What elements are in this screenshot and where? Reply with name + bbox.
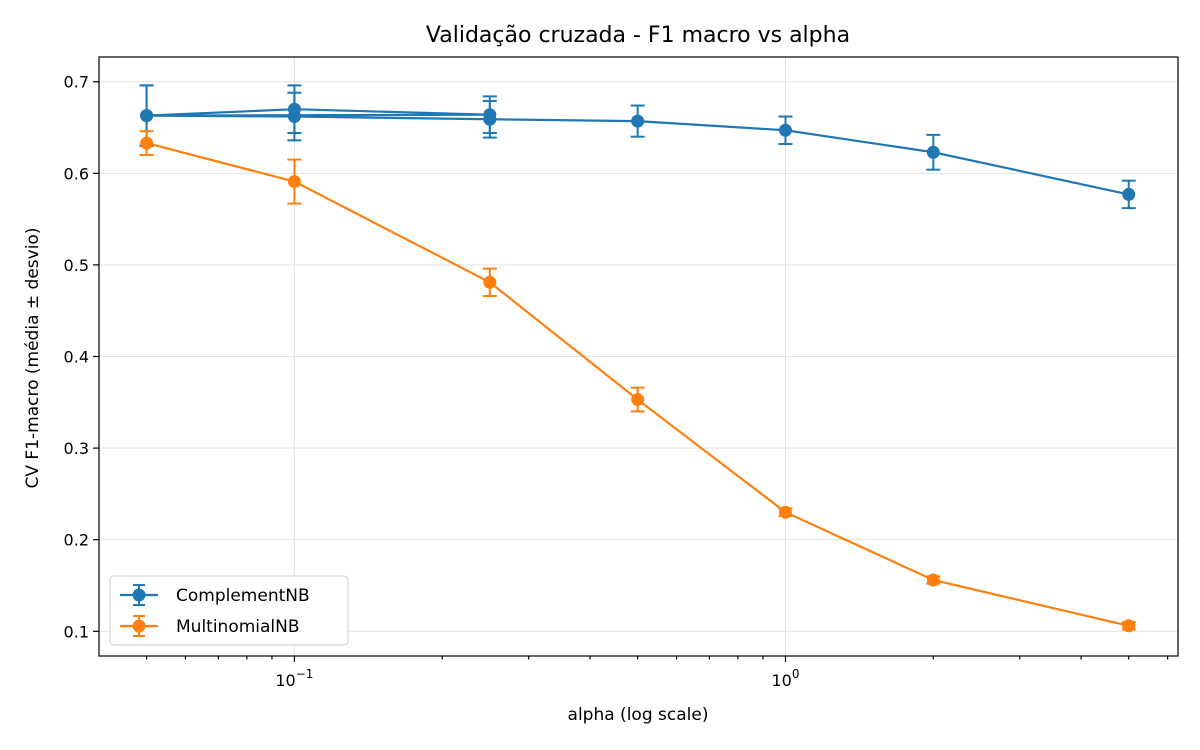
y-tick-label: 0.6 <box>64 164 89 183</box>
series-line <box>146 142 1129 627</box>
data-point <box>926 145 940 159</box>
data-point <box>483 275 497 289</box>
data-point <box>287 175 301 189</box>
data-point <box>1122 187 1136 201</box>
y-tick-label: 0.7 <box>64 73 89 92</box>
y-tick-label: 0.3 <box>64 439 89 458</box>
data-point <box>631 393 645 407</box>
y-axis-label: CV F1-macro (média ± desvio) <box>23 228 43 489</box>
x-tick-label: 100 <box>771 667 799 690</box>
axis-layer: 0.1 0.2 0.3 0.4 0.5 0.6 0.7 10−1 100 <box>64 73 1169 690</box>
data-point <box>140 109 154 123</box>
series-layer <box>139 84 1136 633</box>
chart-title: Validação cruzada - F1 macro vs alpha <box>426 23 850 48</box>
data-point <box>140 136 154 150</box>
legend: ComplementNB MultinomialNB <box>109 575 349 646</box>
grid-layer <box>99 57 1178 656</box>
series-line <box>146 108 1129 196</box>
legend-frame <box>109 575 349 646</box>
legend-item: ComplementNB <box>120 584 310 606</box>
data-point <box>1122 619 1136 633</box>
legend-label: ComplementNB <box>176 586 310 606</box>
data-point <box>778 123 792 137</box>
y-tick-label: 0.2 <box>64 531 89 550</box>
y-tick-label: 0.5 <box>64 256 89 275</box>
x-tick-label: 10−1 <box>275 667 313 690</box>
data-point <box>926 573 940 587</box>
y-tick-label: 0.1 <box>64 622 89 641</box>
data-point <box>483 112 497 126</box>
legend-marker <box>132 619 146 633</box>
data-point <box>778 505 792 519</box>
legend-label: MultinomialNB <box>176 617 300 637</box>
series-ComplementNB <box>139 84 1136 210</box>
legend-item: MultinomialNB <box>120 615 300 637</box>
data-point <box>287 110 301 124</box>
x-axis-label: alpha (log scale) <box>568 705 709 725</box>
series-MultinomialNB <box>139 130 1136 633</box>
data-point <box>631 114 645 128</box>
y-tick-label: 0.4 <box>64 348 89 367</box>
legend-marker <box>132 588 146 602</box>
